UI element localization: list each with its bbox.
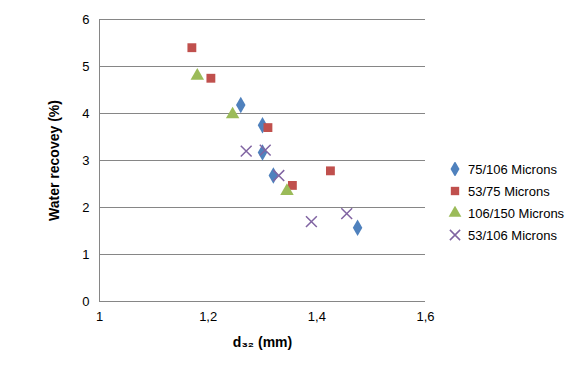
svg-text:5: 5 [82,59,89,74]
svg-text:4: 4 [82,106,89,121]
svg-text:1,6: 1,6 [416,309,434,324]
svg-text:0: 0 [82,294,89,309]
svg-text:1,4: 1,4 [308,309,326,324]
html-text:53/106 Microns: 53/106 Microns [468,227,557,243]
html-text:106/150 Microns: 106/150 Microns [468,205,565,221]
svg-text:1,2: 1,2 [199,309,217,324]
html-text:53/75 Microns: 53/75 Microns [468,183,550,199]
svg-text:Water recovey (%): Water recovey (%) [46,100,62,221]
html-text:75/106 Microns: 75/106 Microns [468,161,557,177]
svg-text:2: 2 [82,200,89,215]
svg-text:6: 6 [82,12,89,27]
svg-text:1: 1 [96,309,103,324]
svg-text:3: 3 [82,153,89,168]
svg-text:1: 1 [82,247,89,262]
svg-text:d₃₂ (mm): d₃₂ (mm) [233,334,292,350]
